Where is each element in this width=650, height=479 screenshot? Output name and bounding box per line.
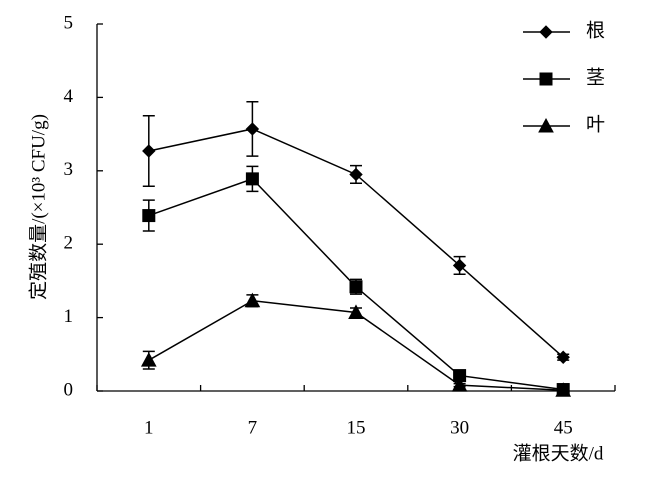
marker — [142, 144, 156, 158]
y-tick-label: 2 — [64, 233, 74, 254]
marker — [452, 258, 467, 273]
legend-label: 茎 — [586, 66, 605, 88]
x-tick-label: 15 — [347, 417, 366, 438]
legend-label: 叶 — [586, 113, 605, 135]
x-axis-label: 灌根天数/d — [513, 442, 604, 464]
x-tick-label: 7 — [248, 417, 258, 438]
y-tick-label: 0 — [64, 379, 74, 400]
y-tick-label: 3 — [64, 159, 74, 180]
marker — [538, 117, 554, 133]
legend-label: 根 — [586, 19, 605, 41]
marker — [142, 209, 156, 223]
y-axis-label: 定殖数量/(×10³ CFU/g) — [27, 114, 49, 300]
marker — [555, 382, 572, 397]
marker — [348, 304, 364, 319]
x-tick-label: 45 — [554, 417, 573, 438]
marker — [539, 72, 553, 86]
marker — [140, 352, 157, 367]
marker — [244, 292, 261, 308]
marker — [349, 167, 363, 182]
marker — [539, 25, 553, 39]
marker — [451, 377, 468, 392]
y-tick-label: 1 — [64, 306, 74, 327]
y-tick-label: 4 — [64, 86, 74, 107]
x-tick-label: 30 — [450, 417, 469, 438]
y-tick-label: 5 — [64, 12, 74, 33]
marker — [349, 280, 363, 294]
x-tick-label: 1 — [144, 417, 154, 438]
marker — [245, 122, 260, 136]
series-line — [148, 128, 564, 358]
marker — [245, 172, 259, 186]
marker — [556, 350, 570, 364]
